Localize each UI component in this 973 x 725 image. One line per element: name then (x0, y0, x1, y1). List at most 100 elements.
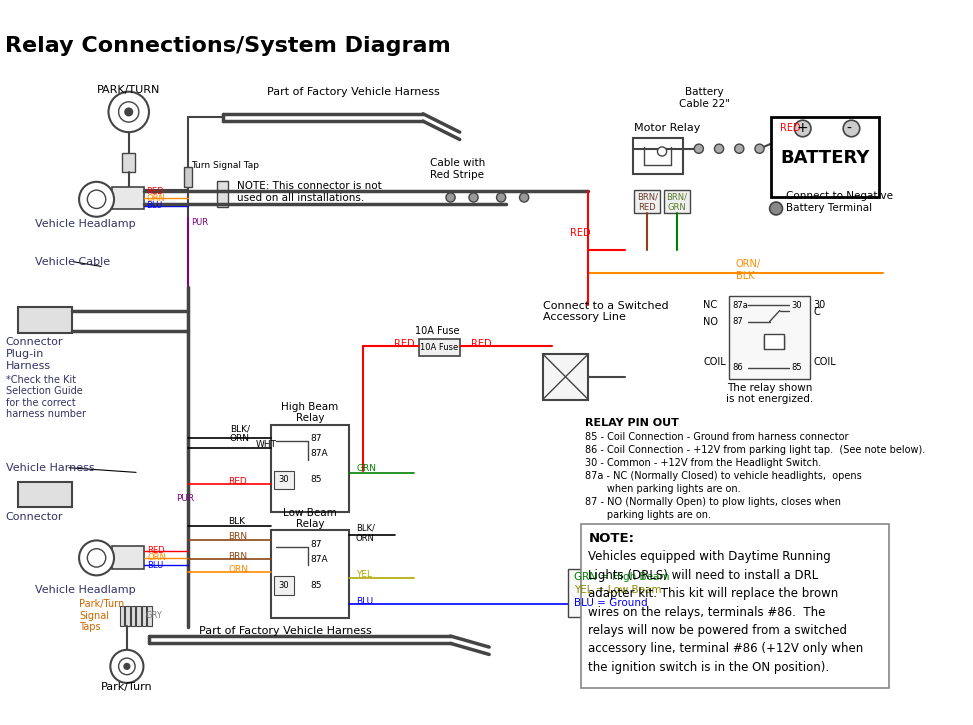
Circle shape (88, 549, 106, 567)
Text: parking lights are on.: parking lights are on. (585, 510, 711, 520)
Text: 85: 85 (310, 475, 322, 484)
Text: WHT: WHT (256, 440, 276, 450)
Text: BRN: BRN (228, 552, 247, 560)
Text: NC: NC (703, 300, 717, 310)
Text: BLK/
ORN: BLK/ ORN (230, 424, 250, 444)
Text: ORN/
BLK: ORN/ BLK (736, 260, 761, 281)
Circle shape (88, 190, 106, 209)
Bar (271, 425, 349, 512)
Text: Plug-in
Harness: Plug-in Harness (6, 349, 51, 371)
Text: YEL: YEL (356, 570, 372, 579)
Text: RELAY PIN OUT: RELAY PIN OUT (585, 418, 679, 428)
Text: PUR: PUR (176, 494, 195, 502)
Bar (543, 354, 589, 399)
Text: The relay shown
is not energized.: The relay shown is not energized. (726, 383, 813, 404)
Text: Vehicle Harness: Vehicle Harness (6, 463, 94, 473)
Bar (18, 481, 72, 508)
Bar (764, 334, 784, 349)
Text: 30: 30 (278, 475, 289, 484)
Text: Connect to a Switched
Accessory Line: Connect to a Switched Accessory Line (543, 301, 668, 323)
Circle shape (109, 91, 149, 132)
Bar (123, 153, 135, 172)
Circle shape (79, 182, 114, 217)
Circle shape (714, 144, 724, 153)
Text: Vehicle Headlamp: Vehicle Headlamp (35, 585, 135, 595)
Text: C: C (813, 307, 820, 318)
Bar (126, 605, 129, 626)
Text: -: - (846, 122, 850, 136)
Text: 87A: 87A (310, 555, 329, 564)
Text: 85 - Coil Connection - Ground from harness connector: 85 - Coil Connection - Ground from harne… (585, 432, 848, 442)
Circle shape (694, 144, 703, 153)
Circle shape (79, 540, 114, 576)
Text: 10A Fuse: 10A Fuse (420, 343, 458, 352)
Text: BRN/
RED: BRN/ RED (636, 192, 658, 212)
Circle shape (119, 102, 139, 122)
Text: BLK: BLK (228, 517, 245, 526)
Bar (729, 296, 811, 378)
Text: 87a - NC (Normally Closed) to vehicle headlights,  opens: 87a - NC (Normally Closed) to vehicle he… (585, 471, 861, 481)
Text: Vehicle Headlamp: Vehicle Headlamp (35, 219, 135, 229)
Circle shape (446, 193, 455, 202)
Text: 30: 30 (792, 301, 803, 310)
Text: BLU: BLU (146, 202, 162, 210)
Text: PUR: PUR (192, 218, 208, 227)
Bar (664, 190, 690, 213)
Bar (419, 339, 460, 355)
Text: 87: 87 (310, 434, 322, 443)
Text: 85: 85 (310, 581, 322, 590)
Circle shape (125, 663, 129, 669)
Circle shape (844, 120, 860, 137)
Text: adapter kit. This kit will replace the brown: adapter kit. This kit will replace the b… (589, 587, 839, 600)
Text: 87A: 87A (310, 450, 329, 458)
Text: Lights (DRLS) will need to install a DRL: Lights (DRLS) will need to install a DRL (589, 569, 818, 582)
Text: *Check the Kit
Selection Guide
for the correct
harness number: *Check the Kit Selection Guide for the c… (6, 375, 86, 419)
Text: Vehicles equipped with Daytime Running: Vehicles equipped with Daytime Running (589, 550, 831, 563)
Text: when parking lights are on.: when parking lights are on. (585, 484, 740, 494)
Text: 86: 86 (733, 363, 743, 372)
Text: PARK/TURN: PARK/TURN (96, 85, 160, 95)
Circle shape (110, 650, 143, 683)
Text: GRN: GRN (357, 464, 377, 473)
Bar (271, 530, 349, 618)
Text: ORN: ORN (147, 553, 166, 563)
Text: High Beam
Relay: High Beam Relay (281, 402, 339, 423)
Text: 30 - Common - +12V from the Headlight Switch.: 30 - Common - +12V from the Headlight Sw… (585, 458, 821, 468)
Bar (581, 524, 889, 687)
Text: ORN: ORN (146, 194, 165, 203)
Text: Part of Factory Vehicle Harness: Part of Factory Vehicle Harness (267, 87, 440, 96)
Bar (217, 181, 228, 207)
Circle shape (520, 193, 528, 202)
Bar (568, 569, 688, 617)
Text: RED: RED (471, 339, 491, 349)
Text: Connect to Negative
Battery Terminal: Connect to Negative Battery Terminal (786, 191, 893, 213)
Text: Vehicle Cable: Vehicle Cable (35, 257, 110, 267)
Text: RED: RED (393, 339, 414, 349)
Text: RED: RED (228, 477, 247, 486)
Text: Cable with
Red Stripe: Cable with Red Stripe (430, 158, 486, 180)
Text: Relay Connections/System Diagram: Relay Connections/System Diagram (5, 36, 450, 56)
Text: ORN: ORN (228, 566, 248, 574)
Text: Part of Factory Vehicle Harness: Part of Factory Vehicle Harness (198, 626, 372, 637)
Text: relays will now be powered from a switched: relays will now be powered from a switch… (589, 624, 847, 637)
Text: RED: RED (146, 186, 163, 196)
Bar (147, 605, 152, 626)
Circle shape (770, 202, 782, 215)
Bar (632, 138, 683, 175)
Text: GRN = High Beam: GRN = High Beam (574, 572, 669, 582)
Circle shape (126, 108, 132, 115)
Text: Connector: Connector (6, 512, 63, 521)
Text: 30: 30 (278, 581, 289, 590)
Text: NOTE: This connector is not
used on all installations.: NOTE: This connector is not used on all … (237, 181, 382, 203)
Text: RED: RED (570, 228, 591, 239)
Text: 30: 30 (813, 300, 826, 310)
Text: RED: RED (779, 123, 801, 133)
Circle shape (469, 193, 478, 202)
Bar (274, 576, 294, 594)
Text: Battery
Cable 22": Battery Cable 22" (679, 87, 730, 109)
Text: Park/Turn: Park/Turn (101, 682, 153, 692)
Text: NOTE:: NOTE: (589, 532, 634, 545)
Text: wires on the relays, terminals #86.  The: wires on the relays, terminals #86. The (589, 605, 826, 618)
Text: 87a: 87a (733, 301, 748, 310)
Text: Low Beam
Relay: Low Beam Relay (283, 507, 337, 529)
